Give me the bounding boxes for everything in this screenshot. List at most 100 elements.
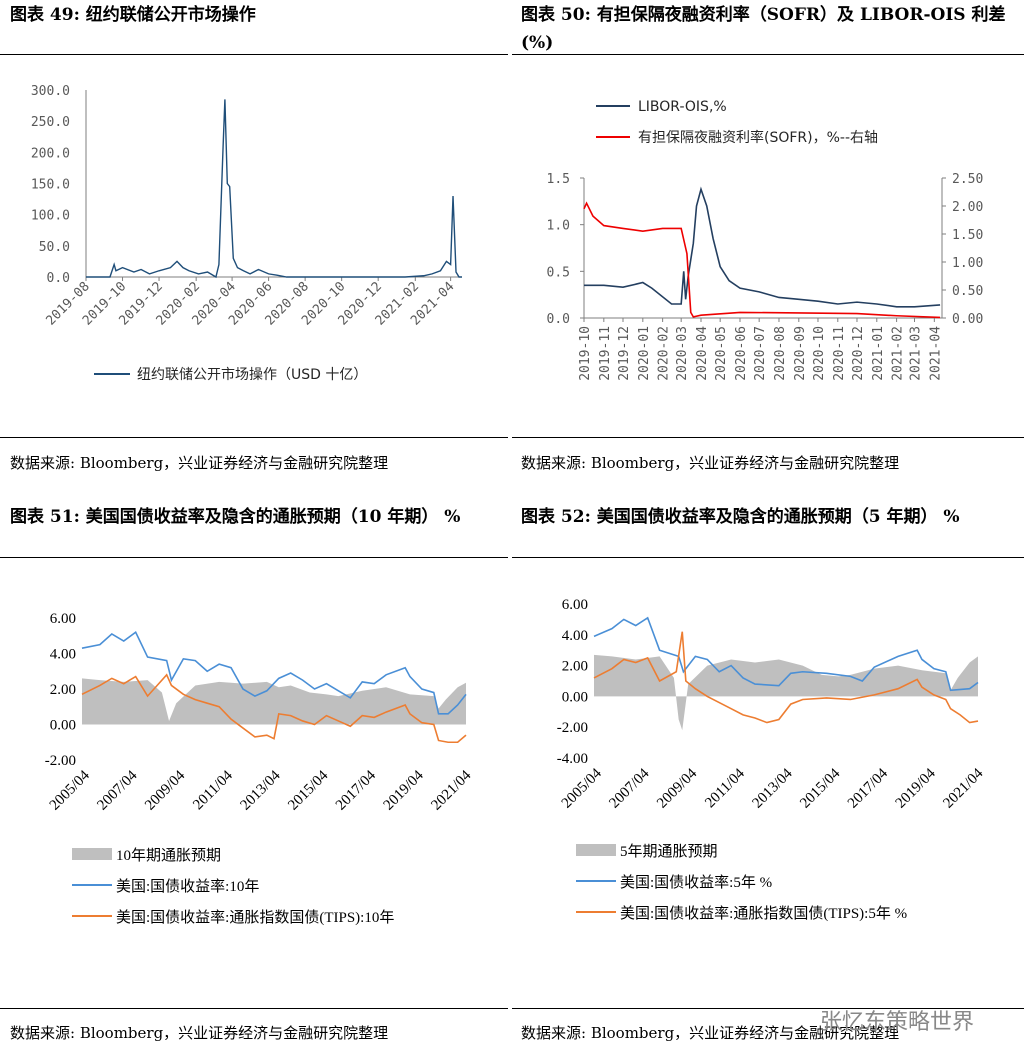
y-tick-label-left: 0.5	[547, 265, 570, 280]
x-tick-label: 2019/04	[893, 765, 939, 811]
x-tick-label: 2020-02	[657, 326, 672, 381]
x-tick-label: 2007/04	[94, 767, 140, 813]
x-tick-label: 2021/04	[940, 765, 986, 811]
y-tick-label: 4.00	[50, 647, 76, 663]
x-tick-label: 2019-12	[617, 326, 632, 381]
chart51-bottom-rule	[0, 1008, 508, 1009]
x-tick-label: 2009/04	[142, 767, 188, 813]
chart51-source: 数据来源: Bloomberg，兴业证券经济与金融研究院整理	[10, 1024, 389, 1042]
watermark: 张忆东策略世界	[820, 1010, 975, 1035]
chart49-source: 数据来源: Bloomberg，兴业证券经济与金融研究院整理	[10, 454, 389, 472]
x-tick-label: 2021-04	[928, 326, 943, 381]
y-tick-label: 50.0	[39, 240, 70, 255]
x-tick-label: 2021-02	[891, 326, 906, 381]
chart51: -2.00 0.00 2.00 4.00 6.00 2005/04 2007/04 2009/…	[45, 611, 475, 926]
y-tick-label: 250.0	[31, 115, 70, 130]
x-tick-label: 2013/04	[238, 767, 284, 813]
x-tick-label: 2020-12	[851, 326, 866, 381]
chart52: -4.00 -2.00 0.00 2.00 4.00 6.00 2005/04 2007/04…	[557, 597, 987, 922]
y-tick-label: 2.00	[50, 682, 76, 698]
x-tick-label: 2019-10	[578, 326, 593, 381]
y-tick-label: -4.00	[557, 751, 588, 767]
legend-label: 5年期通胀预期	[620, 843, 718, 860]
chart49-bottom-rule	[0, 437, 508, 438]
series-line	[81, 630, 467, 715]
x-tick-label: 2011/04	[702, 765, 748, 811]
x-tick-label: 2019-11	[598, 326, 613, 381]
y-tick-label: 0.00	[562, 689, 588, 705]
y-tick-label: 6.00	[562, 597, 588, 613]
x-tick-label: 2020-08	[773, 326, 788, 381]
series-area	[82, 678, 466, 725]
x-tick-label: 2020-07	[753, 326, 768, 381]
y-tick-label-left: 1.5	[547, 172, 570, 187]
y-tick-label-right: 2.00	[952, 200, 983, 215]
x-tick-label: 2020-03	[675, 326, 690, 381]
x-tick-label: 2021/04	[428, 767, 474, 813]
chart49: 0.050.0100.0150.0200.0250.0300.02019-082…	[31, 84, 462, 383]
chart50-source: 数据来源: Bloomberg，兴业证券经济与金融研究院整理	[521, 454, 900, 472]
chart52-bottom-rule	[512, 1008, 1024, 1009]
legend-label: 美国:国债收益率:通胀指数国债(TIPS):5年 %	[620, 905, 907, 922]
y-tick-label: -2.00	[45, 753, 76, 769]
x-tick-label: 2021-01	[871, 326, 886, 381]
series-line	[593, 616, 979, 692]
y-tick-label: 200.0	[31, 146, 70, 161]
chart51-top-rule	[0, 557, 508, 558]
series-line	[86, 99, 462, 279]
legend-label: 有担保隔夜融资利率(SOFR)，%--右轴	[638, 129, 878, 146]
y-tick-label: 6.00	[50, 611, 76, 627]
y-tick-label: 0.0	[47, 271, 70, 286]
y-tick-label-left: 0.0	[547, 312, 570, 327]
series-line	[584, 186, 941, 308]
y-tick-label: 100.0	[31, 209, 70, 224]
x-tick-label: 2020-10	[812, 326, 827, 381]
x-tick-label: 2007/04	[606, 765, 652, 811]
series-area	[594, 654, 978, 731]
chart49-top-rule	[0, 54, 508, 55]
x-tick-label: 2020-01	[637, 326, 652, 381]
x-tick-label: 2015/04	[797, 765, 843, 811]
series-line	[593, 631, 979, 724]
chart52-source: 数据来源: Bloomberg，兴业证券经济与金融研究院整理	[521, 1024, 900, 1042]
chart50: 0.0 0.5 1.0 1.5 0.00 0.50 1.00 1.50 2.00 2.50 2019…	[547, 99, 984, 381]
chart51-title: 图表 51: 美国国债收益率及隐含的通胀预期（10 年期） %	[10, 507, 461, 527]
x-tick-label: 2011/04	[190, 767, 236, 813]
x-tick-label: 2017/04	[333, 767, 379, 813]
x-tick-label: 2017/04	[845, 765, 891, 811]
y-tick-label-right: 2.50	[952, 172, 983, 187]
x-tick-label: 2005/04	[559, 765, 605, 811]
y-tick-label-right: 0.50	[952, 284, 983, 299]
legend-label: 10年期通胀预期	[116, 847, 221, 864]
legend-swatch	[576, 844, 616, 856]
legend-swatch	[72, 848, 112, 860]
x-tick-label: 2020-05	[714, 326, 729, 381]
x-tick-label: 2021-03	[909, 326, 924, 381]
x-tick-label: 2020-09	[793, 326, 808, 381]
series-line	[583, 201, 941, 319]
legend-label: 美国:国债收益率:5年 %	[620, 874, 772, 891]
y-tick-label: -2.00	[557, 720, 588, 736]
chart50-title: 图表 50: 有担保隔夜融资利率（SOFR）及 LIBOR-OIS 利差(%)	[521, 5, 1006, 53]
y-tick-label: 150.0	[31, 178, 70, 193]
x-tick-label: 2015/04	[285, 767, 331, 813]
chart52-title: 图表 52: 美国国债收益率及隐含的通胀预期（5 年期） %	[521, 507, 960, 527]
y-tick-label: 2.00	[562, 659, 588, 675]
legend-label: 美国:国债收益率:10年	[116, 878, 259, 895]
y-tick-label-right: 1.00	[952, 256, 983, 271]
chart52-top-rule	[512, 557, 1024, 558]
x-tick-label: 2020-06	[734, 326, 749, 381]
x-tick-label: 2009/04	[654, 765, 700, 811]
x-tick-label: 2020-04	[695, 326, 710, 381]
y-tick-label: 0.00	[50, 718, 76, 734]
legend-label: 纽约联储公开市场操作（USD 十亿）	[137, 366, 367, 383]
chart50-top-rule	[512, 54, 1024, 55]
x-tick-label: 2019/04	[381, 767, 427, 813]
legend-label: LIBOR-OIS,%	[638, 99, 727, 115]
series-line	[81, 673, 467, 744]
y-tick-label-right: 1.50	[952, 228, 983, 243]
y-tick-label: 300.0	[31, 84, 70, 99]
x-tick-label: 2020-11	[832, 326, 847, 381]
y-tick-label-left: 1.0	[547, 219, 570, 234]
chart50-bottom-rule	[512, 437, 1024, 438]
